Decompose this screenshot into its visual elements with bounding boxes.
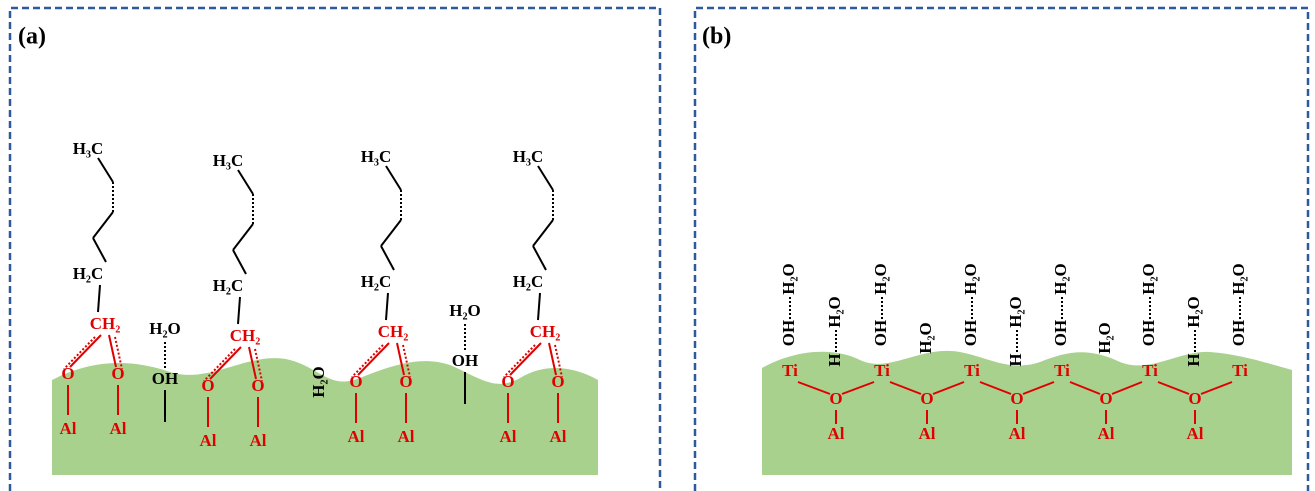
aluminium: Al <box>919 424 936 443</box>
aluminium: Al <box>1098 424 1115 443</box>
titanium: Ti <box>1232 361 1248 380</box>
surface-group: H <box>825 353 844 366</box>
aluminium: Al <box>200 431 217 450</box>
bond <box>381 220 401 246</box>
methylene: H₂C <box>73 264 104 283</box>
water: H₂O <box>916 322 935 354</box>
oxygen: O <box>1010 389 1023 408</box>
bond <box>109 335 116 367</box>
aluminium: Al <box>828 424 845 443</box>
water: H₂O <box>871 263 890 295</box>
oxygen: O <box>1188 389 1201 408</box>
water: H₂O <box>1006 296 1025 328</box>
water: H₂O <box>1184 296 1203 328</box>
methyl: H₃C <box>513 147 544 166</box>
oxygen: O <box>829 389 842 408</box>
anchor-methylene: CH₂ <box>378 322 409 341</box>
titanium: Ti <box>874 361 890 380</box>
water: H₂O <box>449 301 481 320</box>
methyl: H₃C <box>73 139 104 158</box>
bond <box>238 297 240 324</box>
aluminium: Al <box>60 419 77 438</box>
bond <box>93 238 106 262</box>
bond <box>98 285 100 312</box>
oxygen: O <box>920 389 933 408</box>
bond <box>93 212 113 238</box>
surface-b <box>762 351 1292 475</box>
bond <box>538 166 553 190</box>
water: H₂O <box>1051 263 1070 295</box>
hydroxyl: OH <box>152 369 178 388</box>
oxygen: O <box>501 372 514 391</box>
water: H₂O <box>779 263 798 295</box>
water: H₂O <box>961 263 980 295</box>
figure: (a) (b) H₃C H₂C CH₂ O Al O Al H₃C H₂C CH₂ O Al O Al H₃… <box>0 0 1315 491</box>
surface-group: H <box>1006 353 1025 366</box>
surface-group: OH <box>961 320 980 346</box>
methyl: H₃C <box>361 147 392 166</box>
oxygen: O <box>61 364 74 383</box>
aluminium: Al <box>1187 424 1204 443</box>
surface-group: OH <box>779 320 798 346</box>
oxygen: O <box>349 372 362 391</box>
surface-group: H <box>1184 353 1203 366</box>
panel-label: (b) <box>702 24 731 50</box>
panel-label: (a) <box>18 24 46 50</box>
aluminium: Al <box>500 427 517 446</box>
surface-group: OH <box>1229 320 1248 346</box>
anchor-methylene: CH₂ <box>530 322 561 341</box>
aluminium: Al <box>250 431 267 450</box>
bond <box>238 170 253 194</box>
oxygen: O <box>111 364 124 383</box>
methylene: H₂C <box>213 276 244 295</box>
bond <box>386 293 388 320</box>
surface-group: OH <box>871 320 890 346</box>
oxygen: O <box>551 372 564 391</box>
water: H₂O <box>309 366 328 398</box>
anchor-methylene: CH₂ <box>90 314 121 333</box>
aluminium: Al <box>348 427 365 446</box>
bond <box>510 343 541 375</box>
methylene: H₂C <box>513 272 544 291</box>
surface-group: OH <box>1051 320 1070 346</box>
aluminium: Al <box>1009 424 1026 443</box>
methylene: H₂C <box>361 272 392 291</box>
bond <box>386 166 401 190</box>
bond <box>233 224 253 250</box>
bond <box>533 220 553 246</box>
titanium: Ti <box>1142 361 1158 380</box>
water: H₂O <box>1095 322 1114 354</box>
bond <box>98 158 113 182</box>
oxygen: O <box>201 376 214 395</box>
bond <box>538 293 540 320</box>
aluminium: Al <box>550 427 567 446</box>
oxygen: O <box>399 372 412 391</box>
water: H₂O <box>149 319 181 338</box>
anchor-methylene: CH₂ <box>230 326 261 345</box>
titanium: Ti <box>1054 361 1070 380</box>
bond <box>70 335 101 367</box>
bond <box>533 246 546 270</box>
bond <box>381 246 394 270</box>
aluminium: Al <box>398 427 415 446</box>
aluminium: Al <box>110 419 127 438</box>
titanium: Ti <box>964 361 980 380</box>
oxygen: O <box>251 376 264 395</box>
hydroxyl: OH <box>452 351 478 370</box>
water: H₂O <box>1229 263 1248 295</box>
titanium: Ti <box>782 361 798 380</box>
bond <box>233 250 246 274</box>
surface-group: OH <box>1139 320 1158 346</box>
water: H₂O <box>825 296 844 328</box>
oxygen: O <box>1099 389 1112 408</box>
water: H₂O <box>1139 263 1158 295</box>
methyl: H₃C <box>213 151 244 170</box>
